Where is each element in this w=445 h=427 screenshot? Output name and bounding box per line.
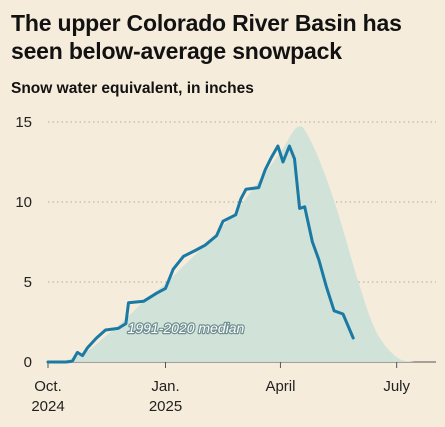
median-annotation: 1991-2020 median <box>128 320 245 336</box>
y-tick-label: 5 <box>24 274 32 291</box>
x-tick-label: April <box>265 378 295 395</box>
label-layer: 0 5 10 15 Oct. 2024 Jan. 2025 April July 1991-2020… <box>15 114 410 415</box>
median-area-layer <box>48 126 415 362</box>
y-tick-label: 15 <box>15 114 32 131</box>
y-tick-label: 10 <box>15 194 32 211</box>
x-tick-sublabel: 2025 <box>149 398 182 415</box>
x-tick-label: Oct. <box>34 378 62 395</box>
current-line-layer <box>46 144 355 364</box>
y-tick-label: 0 <box>24 354 32 371</box>
current-season-line <box>46 144 355 364</box>
x-tick-label: Jan. <box>151 378 179 395</box>
median-area <box>48 126 415 362</box>
x-tick-sublabel: 2024 <box>31 398 64 415</box>
chart-subtitle: Snow water equivalent, in inches <box>11 80 254 97</box>
x-tick-label: July <box>383 378 410 395</box>
chart-title: The upper Colorado River Basin has seen … <box>11 10 402 64</box>
